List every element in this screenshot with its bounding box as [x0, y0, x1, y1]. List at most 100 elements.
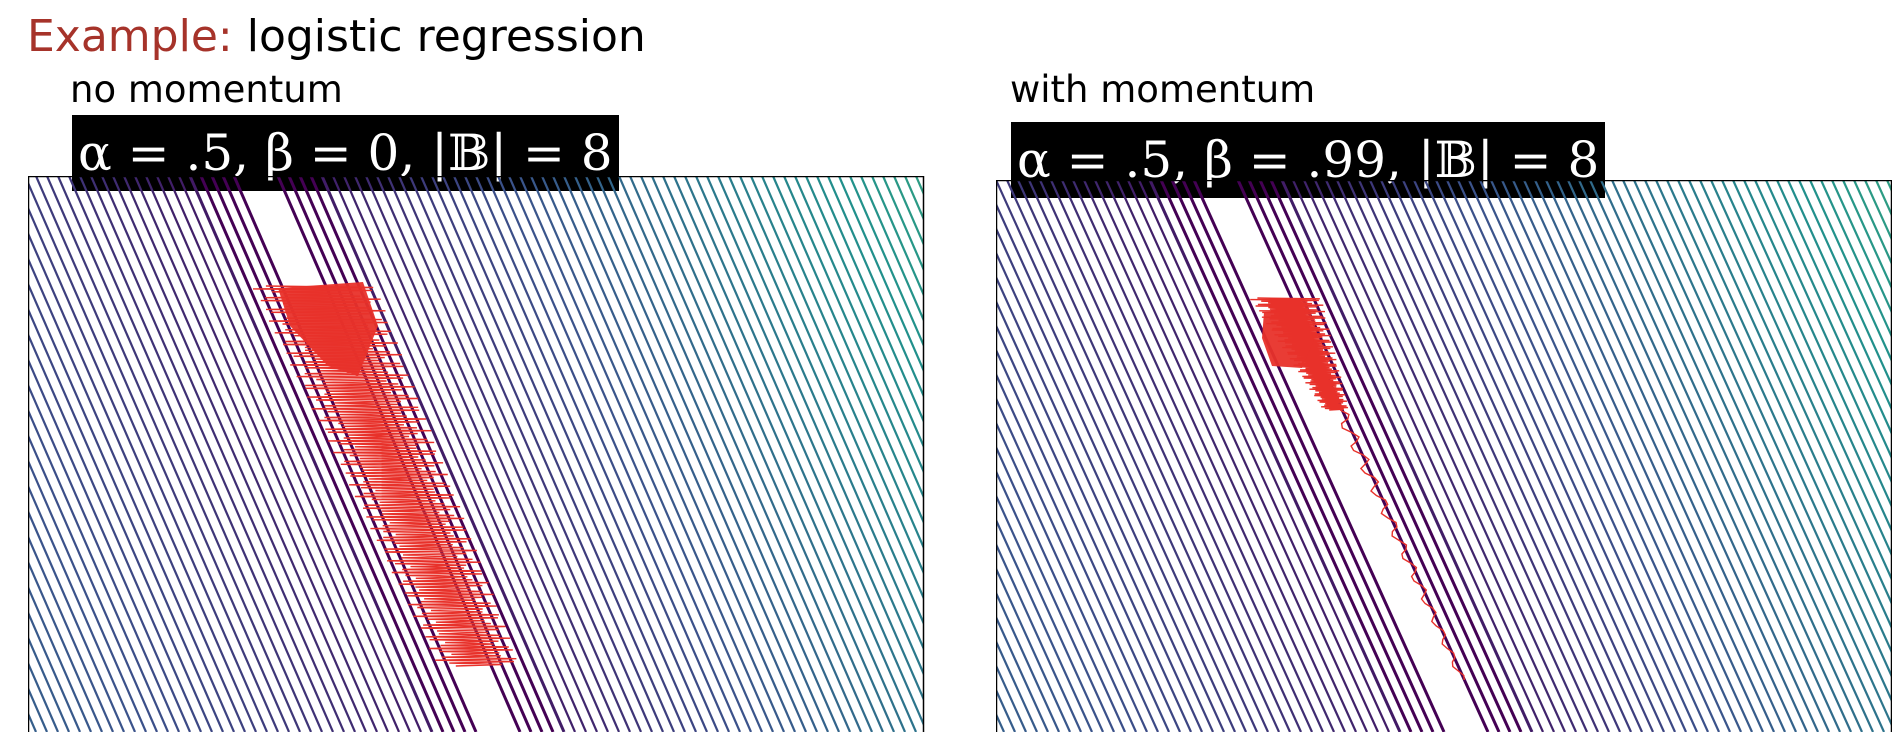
contour-line	[705, 176, 924, 678]
contour-line	[408, 176, 654, 732]
contour-line	[28, 205, 258, 732]
contour-line	[837, 176, 924, 375]
contour-line	[1566, 180, 1820, 732]
contour-line	[1412, 180, 1666, 732]
contour-line	[1148, 180, 1402, 732]
contour-line	[28, 483, 137, 732]
contour-line	[1258, 180, 1512, 732]
contour-line	[56, 176, 302, 732]
contour-line	[28, 331, 203, 732]
contour-line	[28, 559, 104, 732]
contour-line	[996, 444, 1127, 732]
params-no-momentum: α = .5, β = 0, |𝔹| = 8	[72, 115, 619, 191]
contour-line	[386, 176, 632, 732]
contour-line	[1621, 180, 1875, 732]
contour-line	[34, 176, 280, 732]
contour-line	[1104, 180, 1358, 732]
contour-line	[441, 176, 687, 732]
contour-line	[1709, 180, 1892, 583]
contour-line	[1093, 180, 1347, 732]
contour-line	[826, 176, 924, 400]
contour-line	[606, 176, 852, 732]
contour-line	[28, 306, 214, 732]
contour-line	[996, 180, 1248, 732]
contour-line	[1467, 180, 1721, 732]
contour-lines	[28, 176, 928, 732]
contour-line	[419, 176, 665, 732]
contour-line	[540, 176, 786, 732]
contour-line	[694, 176, 924, 703]
contour-line	[1082, 180, 1336, 732]
contour-svg-no-momentum	[28, 176, 928, 732]
contour-line	[1786, 180, 1892, 413]
contour-line	[45, 176, 291, 732]
contour-line	[1434, 180, 1688, 732]
contour-line	[848, 176, 924, 349]
contour-line	[78, 176, 324, 732]
contour-line	[996, 468, 1116, 732]
contour-line	[1577, 180, 1831, 732]
contour-line	[1038, 180, 1292, 732]
contour-line	[496, 176, 742, 732]
contour-line	[1269, 180, 1523, 732]
contour-line	[1115, 180, 1369, 732]
contour-line	[1808, 180, 1892, 364]
contour-line	[1830, 180, 1892, 316]
params-with-momentum: α = .5, β = .99, |𝔹| = 8	[1011, 122, 1606, 198]
panel-label-no-momentum: no momentum	[70, 68, 343, 111]
contour-line	[1346, 180, 1600, 732]
contour-line	[28, 432, 159, 732]
contour-line	[28, 230, 247, 732]
contour-line	[1489, 180, 1743, 732]
contour-line	[177, 176, 423, 732]
contour-line	[485, 176, 731, 732]
contour-line	[1665, 180, 1892, 680]
contour-line	[67, 176, 313, 732]
contour-line	[1126, 180, 1380, 732]
title-keyword: Example:	[27, 11, 233, 62]
contour-line	[1555, 180, 1809, 732]
contour-line	[782, 176, 924, 501]
contour-line	[1797, 180, 1892, 389]
contour-line	[996, 274, 1204, 732]
contour-line	[430, 176, 676, 732]
contour-line	[1533, 180, 1787, 732]
trajectory-dense-region	[278, 282, 378, 376]
contour-line	[28, 584, 93, 732]
contour-line	[996, 614, 1050, 732]
contour-line	[870, 176, 924, 299]
contour-line	[166, 176, 412, 732]
contour-line	[1478, 180, 1732, 732]
contour-line	[584, 176, 830, 732]
contour-line	[1544, 180, 1798, 732]
trajectory-tail	[1339, 409, 1465, 681]
contour-svg-with-momentum	[996, 180, 1892, 732]
contour-line	[927, 176, 928, 732]
sgd-trajectory	[252, 282, 517, 667]
contour-line	[452, 176, 698, 732]
contour-line	[1390, 180, 1644, 732]
contour-line	[996, 420, 1138, 732]
contour-line	[1159, 180, 1413, 732]
contour-line	[342, 176, 588, 732]
contour-line	[716, 176, 924, 653]
contour-line	[364, 176, 610, 732]
contour-line	[28, 458, 148, 732]
contour-line	[397, 176, 643, 732]
contour-line	[28, 609, 82, 732]
contour-line	[639, 176, 885, 732]
contour-line	[595, 176, 841, 732]
contour-line	[1027, 180, 1281, 732]
contour-line	[1071, 180, 1325, 732]
contour-line	[155, 176, 401, 732]
contour-line	[1720, 180, 1892, 559]
contour-line	[199, 176, 445, 732]
contour-line	[1423, 180, 1677, 732]
contour-line	[28, 357, 192, 732]
contour-line	[1016, 180, 1270, 732]
contour-line	[771, 176, 924, 526]
trajectory-path	[252, 285, 517, 667]
contour-line	[28, 407, 170, 732]
contour-line	[320, 176, 566, 732]
contour-line	[375, 176, 621, 732]
